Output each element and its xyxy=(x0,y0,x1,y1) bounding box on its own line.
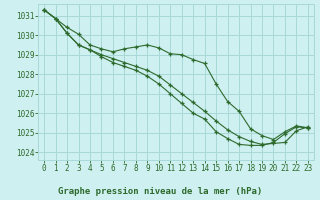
Text: Graphe pression niveau de la mer (hPa): Graphe pression niveau de la mer (hPa) xyxy=(58,187,262,196)
